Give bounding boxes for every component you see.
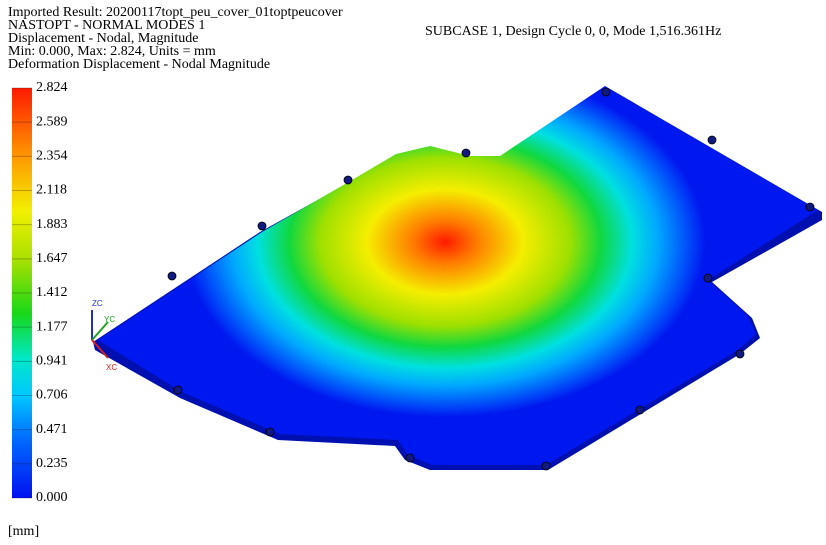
legend-label: 2.824 <box>36 80 68 95</box>
legend-label: 0.235 <box>36 456 68 471</box>
triad-y: YC <box>104 315 115 324</box>
subcase: SUBCASE 1, Design Cycle 0, 0, Mode 1,516… <box>425 24 721 39</box>
header-line: Deformation Displacement - Nodal Magnitu… <box>8 58 270 71</box>
legend-label: 1.412 <box>36 285 68 300</box>
viewport: 2.824 2.589 2.354 2.118 1.883 1.647 1.412 1.177… <box>0 0 826 545</box>
legend-label: 1.883 <box>36 217 68 232</box>
legend-label: 2.354 <box>36 149 68 164</box>
legend-label: 0.000 <box>36 490 68 505</box>
legend-label: 0.941 <box>36 354 68 369</box>
graphics: 2.824 2.589 2.354 2.118 1.883 1.647 1.412 1.177… <box>0 0 826 545</box>
legend-label: 0.706 <box>36 388 68 403</box>
legend-label: 1.177 <box>36 319 68 334</box>
triad-x: XC <box>106 363 117 372</box>
legend-label: 0.471 <box>36 422 68 437</box>
legend-label: 2.589 <box>36 114 68 129</box>
legend-unit: [mm] <box>8 524 39 539</box>
legend-label: 2.118 <box>36 183 67 198</box>
triad-z: ZC <box>92 299 103 308</box>
legend-label: 1.647 <box>36 251 68 266</box>
